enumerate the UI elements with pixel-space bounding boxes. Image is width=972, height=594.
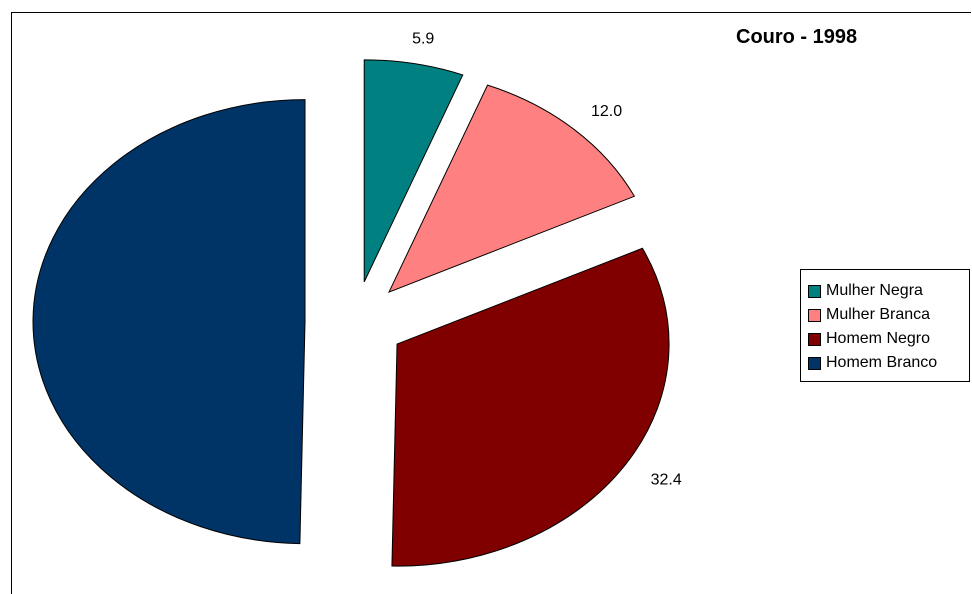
chart-legend: Mulher Negra Mulher Branca Homem Negro H… (800, 269, 970, 382)
legend-swatch (808, 308, 821, 322)
pie-slice-homem-negro (391, 247, 670, 567)
legend-label: Mulher Branca (826, 306, 931, 323)
legend-label: Homem Branco (826, 354, 938, 371)
legend-item-mulher-negra: Mulher Negra (801, 279, 923, 303)
pie-slice-homem-branco (32, 99, 306, 545)
data-label-mulher-negra: 5.9 (412, 31, 434, 48)
legend-label: Mulher Negra (826, 282, 923, 299)
legend-item-mulher-branca: Mulher Branca (801, 303, 930, 327)
data-label-homem-negro: 32.4 (651, 471, 682, 488)
pie-slice-mulher-negra (363, 59, 464, 283)
legend-swatch (808, 332, 821, 346)
chart-title: Couro - 1998 (736, 26, 858, 48)
legend-item-homem-branco: Homem Branco (801, 351, 937, 375)
legend-label: Homem Negro (826, 330, 931, 347)
legend-item-homem-negro: Homem Negro (801, 327, 930, 351)
pie-slice-mulher-branca (388, 84, 636, 294)
chart-frame (11, 12, 971, 594)
legend-swatch (808, 356, 821, 370)
legend-swatch (808, 284, 821, 298)
data-label-mulher-branca: 12.0 (591, 103, 622, 120)
data-label-homem-branco: 49.7 (0, 312, 1, 329)
